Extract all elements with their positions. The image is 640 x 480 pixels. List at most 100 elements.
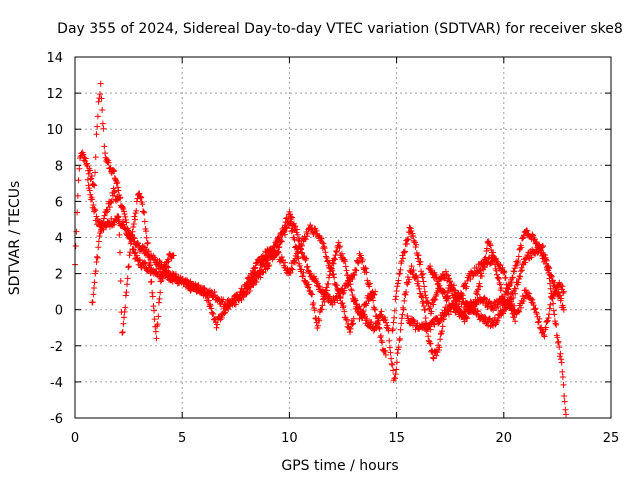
data-point xyxy=(89,299,96,306)
data-point xyxy=(526,290,533,297)
data-point xyxy=(203,291,210,298)
data-point xyxy=(398,258,405,265)
data-point xyxy=(131,213,138,220)
data-point xyxy=(417,259,424,266)
data-point xyxy=(508,279,515,286)
data-point xyxy=(559,373,566,380)
data-point xyxy=(477,283,484,290)
data-point xyxy=(90,291,97,298)
data-point xyxy=(115,213,122,220)
data-point xyxy=(141,259,148,266)
data-point xyxy=(407,225,414,232)
data-point xyxy=(276,243,283,250)
data-point xyxy=(416,285,423,292)
data-point xyxy=(536,315,543,322)
data-point xyxy=(113,177,120,184)
data-point xyxy=(526,255,533,262)
data-point xyxy=(334,297,341,304)
data-point xyxy=(556,292,563,299)
data-point xyxy=(515,253,522,260)
data-point xyxy=(144,239,151,246)
data-point xyxy=(396,270,403,277)
data-point xyxy=(400,249,407,256)
data-point xyxy=(320,296,327,303)
data-point xyxy=(418,293,425,300)
data-point xyxy=(435,318,442,325)
data-point xyxy=(90,208,97,215)
data-point xyxy=(334,287,341,294)
data-point xyxy=(485,303,492,310)
data-point xyxy=(551,279,558,286)
data-point xyxy=(476,267,483,274)
data-point xyxy=(223,304,230,311)
data-point xyxy=(331,255,338,262)
data-point xyxy=(211,289,218,296)
data-point xyxy=(560,288,567,295)
data-point xyxy=(493,320,500,327)
data-point xyxy=(412,326,419,333)
data-point xyxy=(450,305,457,312)
data-point xyxy=(516,273,523,280)
data-point xyxy=(421,320,428,327)
data-point xyxy=(547,285,554,292)
data-point xyxy=(156,295,163,302)
data-point xyxy=(164,263,171,270)
data-point xyxy=(408,263,415,270)
data-point xyxy=(370,327,377,334)
data-point xyxy=(512,290,519,297)
data-point xyxy=(157,278,164,285)
data-point xyxy=(493,256,500,263)
data-point xyxy=(141,209,148,216)
data-point xyxy=(296,262,303,269)
data-point xyxy=(95,244,102,251)
data-point xyxy=(275,249,282,256)
data-point xyxy=(83,161,90,168)
data-point xyxy=(415,252,422,259)
data-point xyxy=(139,201,146,208)
data-point xyxy=(292,259,299,266)
data-point xyxy=(382,351,389,358)
data-point xyxy=(194,282,201,289)
data-point xyxy=(76,165,83,172)
data-point xyxy=(487,240,494,247)
data-point xyxy=(297,245,304,252)
data-point xyxy=(555,289,562,296)
data-point xyxy=(119,204,126,211)
data-point xyxy=(336,243,343,250)
data-point xyxy=(465,301,472,308)
data-point xyxy=(436,319,443,326)
data-point xyxy=(451,303,458,310)
data-point xyxy=(420,303,427,310)
data-point xyxy=(433,278,440,285)
data-point xyxy=(501,269,508,276)
data-point xyxy=(147,270,154,277)
data-point xyxy=(374,320,381,327)
data-point xyxy=(499,264,506,271)
data-point xyxy=(181,278,188,285)
data-point xyxy=(357,252,364,259)
data-point xyxy=(442,268,449,275)
data-point xyxy=(318,306,325,313)
data-point xyxy=(482,314,489,321)
data-point xyxy=(398,315,405,322)
data-point xyxy=(321,245,328,252)
data-point xyxy=(445,295,452,302)
data-point xyxy=(359,257,366,263)
y-tick-labels: -6 -4 -2 0 2 4 6 8 10 12 14 xyxy=(46,51,63,427)
data-point xyxy=(91,206,98,213)
data-point xyxy=(159,272,166,279)
data-point xyxy=(287,213,294,220)
data-point xyxy=(409,271,416,278)
data-point xyxy=(528,295,535,302)
data-point xyxy=(96,222,103,229)
data-point xyxy=(415,255,422,262)
data-point xyxy=(331,274,338,281)
data-point xyxy=(474,307,481,314)
data-point xyxy=(539,329,546,336)
data-point xyxy=(347,325,354,332)
data-point xyxy=(302,236,309,243)
data-point xyxy=(322,249,329,256)
data-point xyxy=(107,198,114,205)
data-point xyxy=(325,280,332,287)
data-point xyxy=(517,273,524,280)
